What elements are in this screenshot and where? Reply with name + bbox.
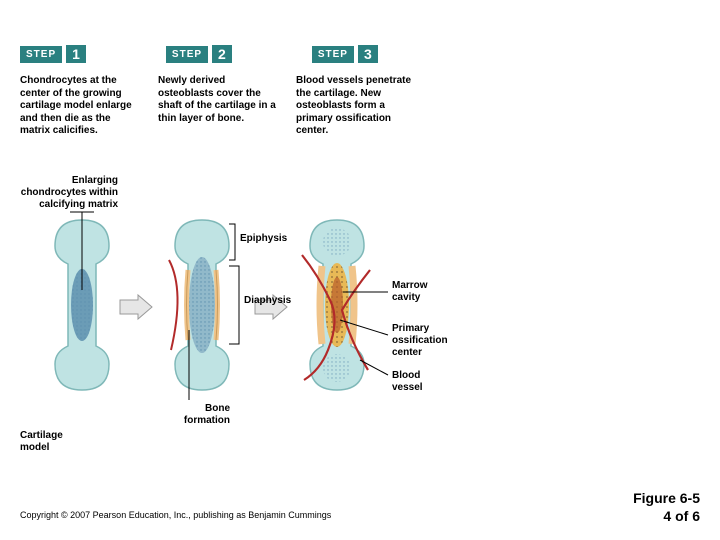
bone-step-2 <box>169 220 239 400</box>
step-desc-3: Blood vessels penetrate the cartilage. N… <box>296 75 416 138</box>
step-badge-1: STEP 1 <box>20 45 86 63</box>
step-badge-2: STEP 2 <box>166 45 232 63</box>
step-word: STEP <box>166 46 208 63</box>
copyright-line: Copyright © 2007 Pearson Education, Inc.… <box>20 510 331 520</box>
label-blood-vessel: Blood vessel <box>392 370 452 394</box>
label-diaphysis: Diaphysis <box>244 295 291 307</box>
step-word: STEP <box>312 46 354 63</box>
figure-area: Enlarging chondrocytes within calcifying… <box>0 165 500 465</box>
desc-row: Chondrocytes at the center of the growin… <box>20 75 416 138</box>
label-cartilage-model: Cartilage model <box>20 430 80 454</box>
label-marrow-cavity: Marrow cavity <box>392 280 452 304</box>
figure-number-line2: 4 of 6 <box>633 507 700 525</box>
bone-step-3 <box>302 220 388 390</box>
label-epiphysis: Epiphysis <box>240 233 287 245</box>
label-enlarging: Enlarging chondrocytes within calcifying… <box>8 175 118 211</box>
step-desc-1: Chondrocytes at the center of the growin… <box>20 75 140 138</box>
figure-number-line1: Figure 6-5 <box>633 489 700 507</box>
step-desc-2: Newly derived osteoblasts cover the shaf… <box>158 75 278 138</box>
label-primary-center: Primary ossification center <box>392 323 472 359</box>
arrow-1-2 <box>120 295 152 319</box>
step-number: 3 <box>358 45 378 63</box>
label-bone-formation: Bone formation <box>160 403 230 427</box>
step-number: 2 <box>212 45 232 63</box>
step-badge-3: STEP 3 <box>312 45 378 63</box>
figure-number: Figure 6-5 4 of 6 <box>633 489 700 525</box>
step-word: STEP <box>20 46 62 63</box>
steps-row: STEP 1 STEP 2 STEP 3 <box>20 45 378 63</box>
step-number: 1 <box>66 45 86 63</box>
bone-step-1 <box>55 212 109 390</box>
